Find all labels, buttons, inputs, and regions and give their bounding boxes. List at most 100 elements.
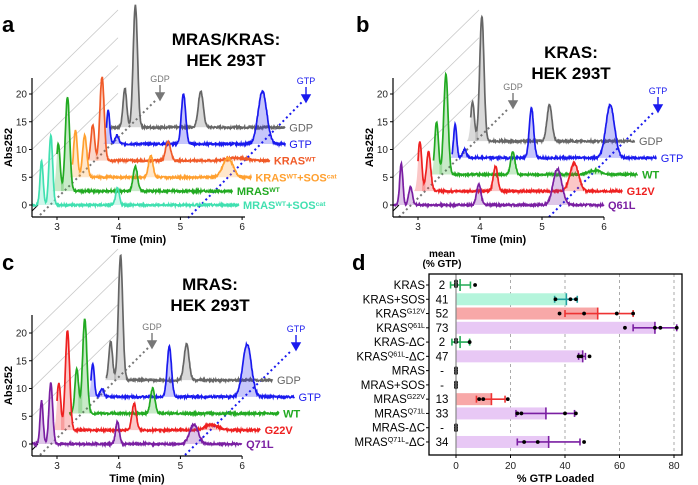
label-superscript: G12V <box>407 308 425 316</box>
y-tick-label: 10 <box>16 384 28 395</box>
trace-line <box>31 132 240 210</box>
mean-value: 33 <box>436 408 449 420</box>
guide-line <box>31 65 119 150</box>
trace-gdp: GDP <box>109 4 313 134</box>
trace-label: KRASWT+SOScat <box>255 172 337 184</box>
x-tick-label: 6 <box>239 222 245 233</box>
data-point <box>467 340 472 344</box>
trace-line <box>71 129 253 182</box>
trace-wt: WT <box>431 71 659 181</box>
marker-label: GDP <box>503 82 523 92</box>
trace-line <box>393 160 605 209</box>
guide-line <box>31 276 119 362</box>
trace-kras-wt-sos-cat: KRASWT+SOScat <box>69 129 337 184</box>
data-point <box>477 397 482 402</box>
panel-label: c <box>2 250 14 275</box>
label-text: G22V <box>265 425 294 437</box>
trace-line <box>105 253 274 385</box>
mean-header: (% GTP) <box>423 259 462 270</box>
row-label: KRAS+SOS <box>363 294 426 306</box>
trace-line <box>432 71 638 179</box>
bar-row: KRASQ61L 73 <box>376 321 679 335</box>
arrow-down-icon <box>507 93 519 110</box>
mean-value: - <box>440 380 444 392</box>
label-superscript: cat <box>327 173 338 180</box>
data-point <box>505 397 510 402</box>
guide-line <box>31 37 119 123</box>
label-text: GTP <box>661 153 684 165</box>
trace-g12v: G12V <box>414 141 655 198</box>
x-tick-label: 5 <box>178 222 184 233</box>
bar <box>456 350 583 363</box>
trace-line <box>451 103 657 162</box>
trace-g22v: G22V <box>53 330 293 437</box>
x-axis-label: % GTP Loaded <box>517 473 594 485</box>
panel-title: HEK 293T <box>186 51 266 70</box>
label-text: -ΔC <box>405 437 425 449</box>
x-axis-label: Time (min) <box>109 473 165 485</box>
trace-label: WT <box>642 169 659 181</box>
bar-row: MRAS-ΔC - <box>372 423 458 435</box>
trace-label: Q71L <box>246 439 274 451</box>
x-tick-label: 3 <box>415 222 421 233</box>
label-text: -ΔC <box>405 351 425 363</box>
trace-label: GDP <box>639 136 663 148</box>
row-label: KRASQ61L-ΔC <box>356 350 425 363</box>
y-tick-label: 5 <box>21 412 27 423</box>
trace-line <box>31 382 243 449</box>
y-tick-label: 0 <box>382 201 388 212</box>
data-point <box>653 325 657 330</box>
data-point <box>553 297 558 302</box>
data-point <box>658 325 663 330</box>
trace-line <box>417 141 623 196</box>
trace-line <box>469 14 636 146</box>
label-text: GTP <box>289 139 312 151</box>
bar-row: KRASG12V 52 <box>375 307 636 321</box>
guide-line <box>31 304 119 389</box>
data-point <box>473 283 477 287</box>
y-tick-label: 20 <box>16 329 28 340</box>
data-point <box>515 411 520 416</box>
row-label: KRAS <box>394 280 426 292</box>
trace-line <box>56 96 234 196</box>
mean-value: 41 <box>436 294 449 306</box>
bar <box>456 435 549 448</box>
bar-row: MRAS - <box>392 366 458 378</box>
gdp-marker-line <box>398 107 510 218</box>
bar <box>456 321 655 334</box>
arrow-down-icon <box>154 85 166 102</box>
x-tick-label: 6 <box>601 222 607 233</box>
label-text: KRAS <box>376 323 408 335</box>
label-text: MRAS-ΔC <box>372 423 425 435</box>
gdp-marker-line <box>39 347 149 456</box>
mean-value: 13 <box>436 394 449 406</box>
label-text: +SOS <box>286 200 316 212</box>
x-tick-label: 5 <box>539 222 545 233</box>
row-label: KRAS-ΔC <box>374 337 425 349</box>
data-point <box>587 354 592 359</box>
data-point <box>614 311 619 316</box>
label-text: G12V <box>627 186 656 198</box>
label-text: MRAS <box>374 408 408 420</box>
label-text: KRAS <box>274 156 305 168</box>
guide-line <box>392 37 480 123</box>
label-text: GDP <box>277 375 301 387</box>
label-text: +SOS <box>297 172 327 184</box>
label-text: KRAS-ΔC <box>374 337 425 349</box>
marker-label: GDP <box>150 74 170 84</box>
marker-label: GTP <box>287 324 306 334</box>
data-point <box>576 354 581 359</box>
trace-gtp: GTP <box>450 103 684 165</box>
label-text: KRAS <box>255 172 286 184</box>
data-point <box>574 297 578 302</box>
y-tick-label: 15 <box>16 117 28 128</box>
mean-value: - <box>440 366 444 378</box>
x-tick-label: 4 <box>477 222 483 233</box>
data-point <box>574 411 578 416</box>
guide-line <box>31 248 119 334</box>
label-superscript: WT <box>287 173 298 180</box>
label-superscript: WT <box>305 156 316 163</box>
x-tick-label: 4 <box>116 222 122 233</box>
